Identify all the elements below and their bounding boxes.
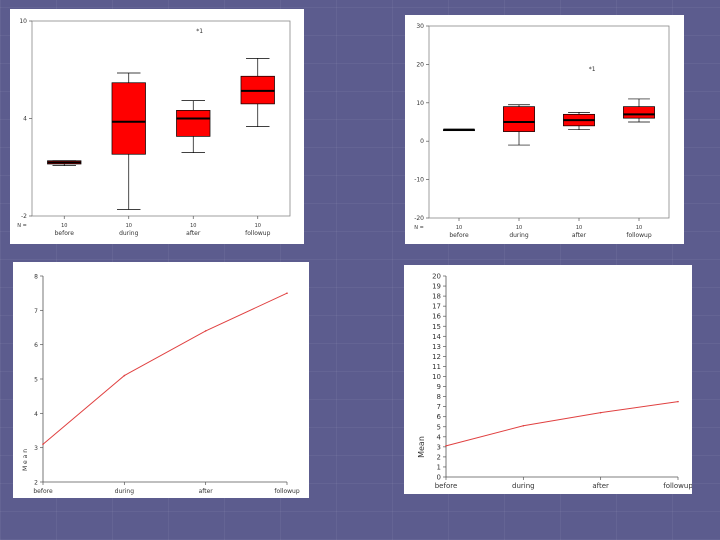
x-tick-label: during xyxy=(119,230,139,237)
y-tick-label: 7 xyxy=(437,403,441,411)
x-tick-label: before xyxy=(33,488,53,495)
y-tick-label: 3 xyxy=(437,443,441,451)
y-tick-label: 20 xyxy=(416,61,424,68)
x-tick-label: before xyxy=(435,482,458,490)
mean-point xyxy=(445,445,447,447)
n-label: 10 xyxy=(576,225,582,231)
x-tick-label: during xyxy=(509,232,529,239)
y-tick-label: 5 xyxy=(34,377,38,384)
y-tick-label: 20 xyxy=(432,273,441,281)
y-tick-label: 16 xyxy=(432,313,441,321)
plot-frame xyxy=(31,20,291,217)
y-tick-label: 11 xyxy=(432,363,441,371)
line-panel-1: 2 3 4 5 6 7 8 before during after followup M e a n xyxy=(13,262,309,498)
x-tick-label: before xyxy=(449,232,469,239)
mean-point xyxy=(42,443,44,446)
y-tick-label: 10 xyxy=(19,18,27,25)
y-tick-label: 4 xyxy=(34,411,38,418)
boxplot-panel-1: -2 4 10 N = 10 before 10 during 10 after 10 followu… xyxy=(10,9,304,244)
mean-point xyxy=(522,424,525,427)
y-tick-label: 6 xyxy=(437,413,442,421)
x-tick-label: after xyxy=(592,482,609,490)
y-tick-label: 4 xyxy=(23,116,27,123)
mean-point xyxy=(123,374,126,377)
y-tick-label: 1 xyxy=(437,463,441,471)
mean-point xyxy=(204,330,207,332)
n-prefix-label: N = xyxy=(17,223,27,229)
line-chart-1: 2 3 4 5 6 7 8 before during after followup M e a n xyxy=(22,274,300,496)
mean-series-line xyxy=(42,292,288,445)
y-tick-label: 19 xyxy=(432,283,441,291)
x-tick-label: followup xyxy=(626,232,651,239)
n-label: 10 xyxy=(255,223,261,229)
y-tick-label: 17 xyxy=(432,303,441,311)
y-tick-label: 2 xyxy=(34,480,38,487)
y-tick-label: -10 xyxy=(414,177,424,184)
x-tick-label: followup xyxy=(245,230,270,237)
mean-series-line xyxy=(445,401,679,447)
outlier-annotation: *1 xyxy=(589,66,596,73)
y-tick-label: 0 xyxy=(437,474,441,482)
y-tick-label: 0 xyxy=(420,138,424,145)
n-label: 10 xyxy=(126,223,132,229)
y-tick-label: 8 xyxy=(437,393,441,401)
n-label: 10 xyxy=(456,225,462,231)
y-tick-label: 12 xyxy=(432,353,441,361)
plot-frame xyxy=(428,25,670,219)
box-during xyxy=(111,82,146,155)
y-tick-label: 13 xyxy=(432,343,441,351)
boxplot-panel-2: -20 -10 0 10 20 30 N = 10 before 10 during 10 after 1… xyxy=(405,15,684,244)
y-tick-label: -2 xyxy=(21,213,27,220)
x-tick-label: during xyxy=(512,482,535,490)
mean-point xyxy=(286,292,288,294)
y-tick-label: 2 xyxy=(437,453,441,461)
mean-point xyxy=(677,400,679,403)
y-tick-label: 8 xyxy=(34,274,38,281)
y-tick-label: -20 xyxy=(414,215,424,222)
mean-point xyxy=(599,411,602,414)
n-prefix-label: N = xyxy=(414,225,424,231)
y-tick-label: 10 xyxy=(432,373,441,381)
y-tick-label: 10 xyxy=(416,100,424,107)
box-followup xyxy=(623,106,655,119)
x-tick-label: after xyxy=(199,488,214,495)
x-tick-label: during xyxy=(115,488,135,495)
n-label: 10 xyxy=(636,225,642,231)
y-tick-label: 5 xyxy=(437,423,441,431)
y-tick-label: 7 xyxy=(34,308,38,315)
y-tick-label: 3 xyxy=(34,445,38,452)
y-tick-label: 4 xyxy=(437,433,442,441)
x-tick-label: followup xyxy=(663,482,692,490)
n-label: 10 xyxy=(190,223,196,229)
y-tick-label: 14 xyxy=(432,333,441,341)
n-label: 10 xyxy=(516,225,522,231)
n-label: 10 xyxy=(61,223,67,229)
y-tick-label: 9 xyxy=(437,383,441,391)
y-tick-label: 18 xyxy=(432,293,441,301)
box-after xyxy=(176,110,211,137)
x-tick-label: followup xyxy=(274,488,299,495)
x-tick-label: after xyxy=(186,230,201,237)
y-axis-label: M e a n xyxy=(22,449,29,471)
y-tick-label: 6 xyxy=(34,342,38,349)
x-tick-label: before xyxy=(55,230,75,237)
y-tick-label: 15 xyxy=(432,323,441,331)
line-panel-2: 0 1 2 3 4 5 6 7 8 9 10 11 12 13 14 15 16 17 18 19 20 before du… xyxy=(404,265,692,494)
y-tick-label: 30 xyxy=(416,23,424,30)
outlier-annotation: *1 xyxy=(196,28,203,35)
box-during xyxy=(503,106,535,132)
y-axis-label: Mean xyxy=(417,436,426,458)
x-tick-label: after xyxy=(572,232,587,239)
